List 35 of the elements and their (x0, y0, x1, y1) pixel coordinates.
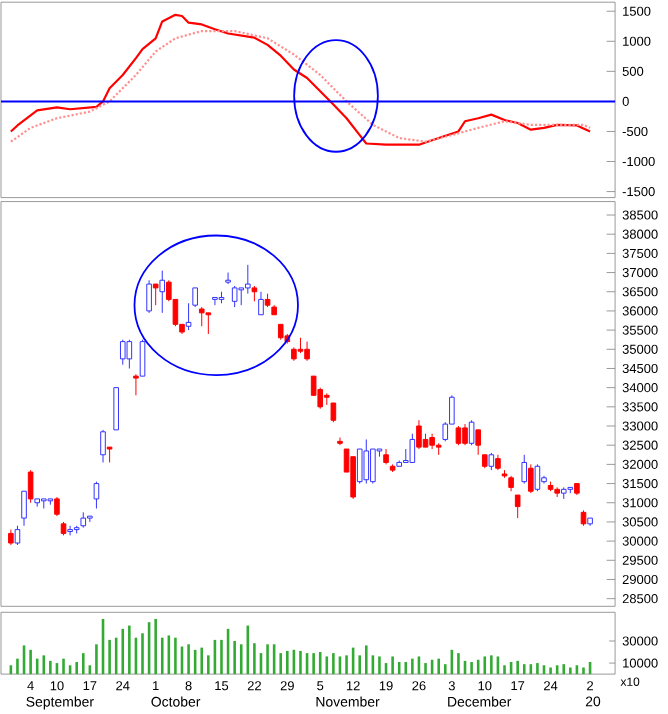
candlestick (198, 306, 205, 327)
candlestick (415, 419, 422, 450)
candlestick (53, 496, 60, 517)
candlestick (119, 339, 126, 366)
candlestick (514, 494, 521, 519)
candlestick (20, 490, 27, 527)
candlestick (126, 339, 132, 369)
candlestick (303, 341, 310, 362)
candlestick (93, 481, 99, 509)
candlestick (455, 425, 461, 446)
candlestick (66, 525, 73, 536)
candlestick (86, 515, 93, 523)
candlestick (468, 419, 474, 446)
candlestick (534, 463, 540, 492)
candlestick (244, 264, 251, 295)
candlestick (211, 297, 218, 306)
candlestick (527, 463, 534, 494)
candlestick (99, 429, 106, 463)
candlestick (521, 454, 527, 485)
candlestick (224, 272, 231, 285)
candlestick (159, 270, 165, 314)
candlestick (257, 291, 264, 316)
candlestick (27, 469, 33, 504)
candlestick (139, 339, 145, 377)
candlestick (152, 283, 159, 306)
candlestick (409, 433, 415, 463)
candlestick (145, 279, 152, 314)
candlestick (14, 525, 20, 546)
candlestick (461, 423, 468, 446)
candlestick (112, 387, 119, 431)
candlestick (349, 456, 356, 500)
candlestick (205, 312, 211, 335)
candlestick (132, 373, 139, 396)
candlestick (231, 285, 238, 308)
candlestick (363, 438, 369, 485)
